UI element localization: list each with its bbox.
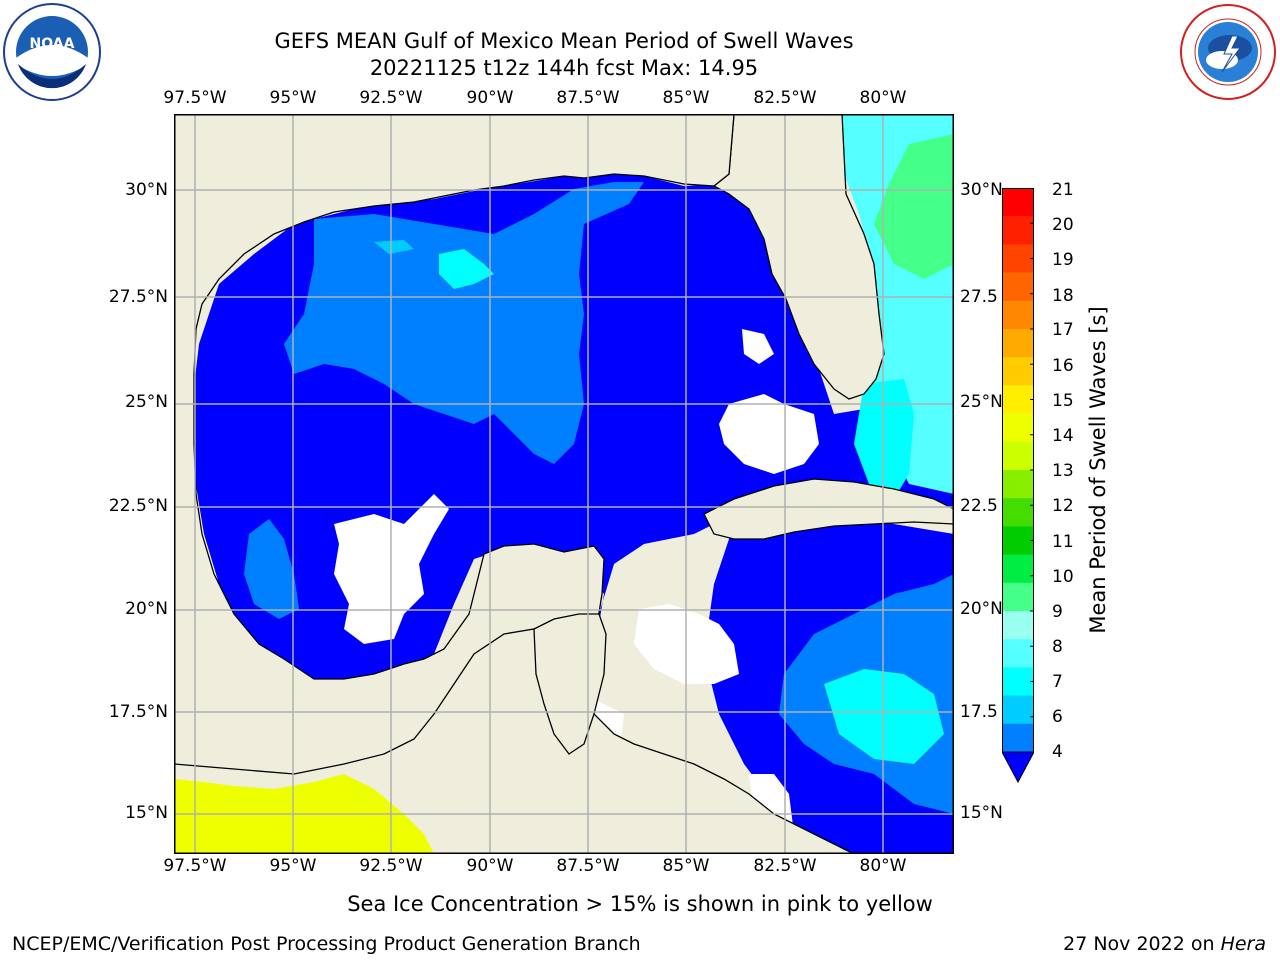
colorbar-tick: 14 xyxy=(1052,426,1074,446)
colorbar-tick: 13 xyxy=(1052,461,1074,481)
lon-label-top: 80°W xyxy=(859,88,907,108)
sea-ice-caption: Sea Ice Concentration > 15% is shown in … xyxy=(347,892,933,916)
colorbar-swatch xyxy=(1002,300,1034,330)
straits-cyan xyxy=(854,379,914,499)
colorbar-tick: 15 xyxy=(1052,391,1074,411)
colorbar-swatch xyxy=(1002,582,1034,612)
lon-label-bottom: 82.5°W xyxy=(753,856,817,876)
colorbar-tick: 6 xyxy=(1052,707,1063,727)
colorbar-swatch xyxy=(1002,695,1034,725)
colorbar-tick: 20 xyxy=(1052,215,1074,235)
colorbar-tick: 10 xyxy=(1052,567,1074,587)
map-svg xyxy=(174,114,954,854)
colorbar-tick: 8 xyxy=(1052,637,1063,657)
no-data-patch xyxy=(742,329,774,364)
colorbar-tick: 17 xyxy=(1052,320,1074,340)
colorbar-swatch xyxy=(1002,526,1034,556)
lat-label-left: 17.5°N xyxy=(108,702,168,722)
colorbar-swatch xyxy=(1002,329,1034,358)
map-panel xyxy=(174,114,954,854)
lat-label-right: 25°N xyxy=(960,392,1003,412)
colorbar-tick: 7 xyxy=(1052,672,1063,692)
caribbean-cyan-patch xyxy=(824,669,944,764)
colorbar-swatch xyxy=(1002,244,1034,274)
cyan-patch xyxy=(374,240,414,254)
lat-label-right: 22.5 xyxy=(960,496,998,516)
colorbar-tick: 18 xyxy=(1052,286,1074,306)
map-border xyxy=(174,114,954,854)
colorbar-swatch xyxy=(1002,441,1034,471)
colorbar-swatch xyxy=(1002,667,1034,697)
colorbar-swatch xyxy=(1002,385,1034,415)
lon-label-top: 90°W xyxy=(466,88,514,108)
lat-label-left: 20°N xyxy=(125,599,168,619)
colorbar-tick: 9 xyxy=(1052,602,1063,622)
nws-logo xyxy=(1178,2,1278,102)
colorbar-swatch xyxy=(1002,272,1034,302)
lon-label-top: 82.5°W xyxy=(753,88,817,108)
lat-label-left: 27.5°N xyxy=(108,287,168,307)
colorbar-swatch xyxy=(1002,216,1034,245)
lon-label-bottom: 92.5°W xyxy=(359,856,423,876)
lon-label-top: 95°W xyxy=(269,88,317,108)
lat-label-right: 17.5 xyxy=(960,702,998,722)
colorbar-label: Mean Period of Swell Waves [s] xyxy=(1086,306,1110,634)
lat-label-left: 15°N xyxy=(125,803,168,823)
lon-label-top: 87.5°W xyxy=(556,88,620,108)
footer-date: 27 Nov 2022 on xyxy=(1063,933,1221,955)
lat-label-left: 22.5°N xyxy=(108,496,168,516)
footer-machine: Hera xyxy=(1220,933,1266,955)
lat-label-left: 30°N xyxy=(125,180,168,200)
plot-title: GEFS MEAN Gulf of Mexico Mean Period of … xyxy=(274,29,854,53)
lon-label-bottom: 87.5°W xyxy=(556,856,620,876)
central-gulf-patch xyxy=(284,182,644,464)
colorbar-swatch xyxy=(1002,639,1034,668)
lat-label-right: 20°N xyxy=(960,599,1003,619)
colorbar-swatch xyxy=(1002,611,1034,640)
lon-label-bottom: 95°W xyxy=(269,856,317,876)
lon-label-bottom: 85°W xyxy=(662,856,710,876)
colorbar-swatch xyxy=(1002,413,1034,443)
footer-org: NCEP/EMC/Verification Post Processing Pr… xyxy=(12,933,641,955)
lon-label-top: 92.5°W xyxy=(359,88,423,108)
colorbar-swatch xyxy=(1002,357,1034,386)
colorbar-swatch xyxy=(1002,470,1034,499)
cyan-patch xyxy=(439,249,494,289)
colorbar-tick: 11 xyxy=(1052,532,1074,552)
lon-label-top: 85°W xyxy=(662,88,710,108)
colorbar-swatch xyxy=(1002,498,1034,527)
lon-label-bottom: 90°W xyxy=(466,856,514,876)
florida-land xyxy=(712,114,885,400)
lat-label-right: 30°N xyxy=(960,180,1003,200)
colorbar-extend-arrow xyxy=(1001,751,1035,784)
colorbar-tick: 19 xyxy=(1052,250,1074,270)
western-gulf-patch xyxy=(244,519,299,619)
colorbar-swatch xyxy=(1002,554,1034,584)
colorbar-swatch xyxy=(1002,723,1034,753)
colorbar-tick: 4 xyxy=(1052,742,1063,762)
plot-subtitle: 20221125 t12z 144h fcst Max: 14.95 xyxy=(369,56,759,80)
graticule xyxy=(174,114,954,854)
noaa-logo-text: NOAA xyxy=(30,36,75,52)
colorbar-svg xyxy=(1001,187,1035,784)
no-data-patch xyxy=(719,394,819,474)
cuba-land xyxy=(703,478,954,540)
lat-label-left: 25°N xyxy=(125,392,168,412)
colorbar-swatch xyxy=(1002,188,1034,217)
lon-label-top: 97.5°W xyxy=(163,88,227,108)
colorbar-tick: 21 xyxy=(1052,180,1074,200)
lat-label-right: 27.5 xyxy=(960,287,998,307)
lon-label-bottom: 97.5°W xyxy=(163,856,227,876)
lat-label-right: 15°N xyxy=(960,803,1003,823)
colorbar-tick: 12 xyxy=(1052,496,1074,516)
footer-run-info: 27 Nov 2022 on Hera xyxy=(1063,933,1266,955)
colorbar xyxy=(1001,187,1035,784)
atlantic-green-patch xyxy=(874,134,954,279)
lon-label-bottom: 80°W xyxy=(859,856,907,876)
noaa-logo: NOAA xyxy=(2,2,102,102)
colorbar-tick: 16 xyxy=(1052,356,1074,376)
